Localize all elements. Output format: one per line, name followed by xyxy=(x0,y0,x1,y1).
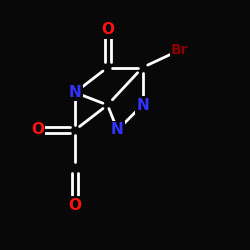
Text: N: N xyxy=(111,122,124,138)
Text: Br: Br xyxy=(171,43,189,57)
Text: N: N xyxy=(68,85,82,100)
Text: O: O xyxy=(68,198,82,212)
Text: N: N xyxy=(136,98,149,112)
Text: O: O xyxy=(101,22,114,38)
Text: O: O xyxy=(31,122,44,138)
